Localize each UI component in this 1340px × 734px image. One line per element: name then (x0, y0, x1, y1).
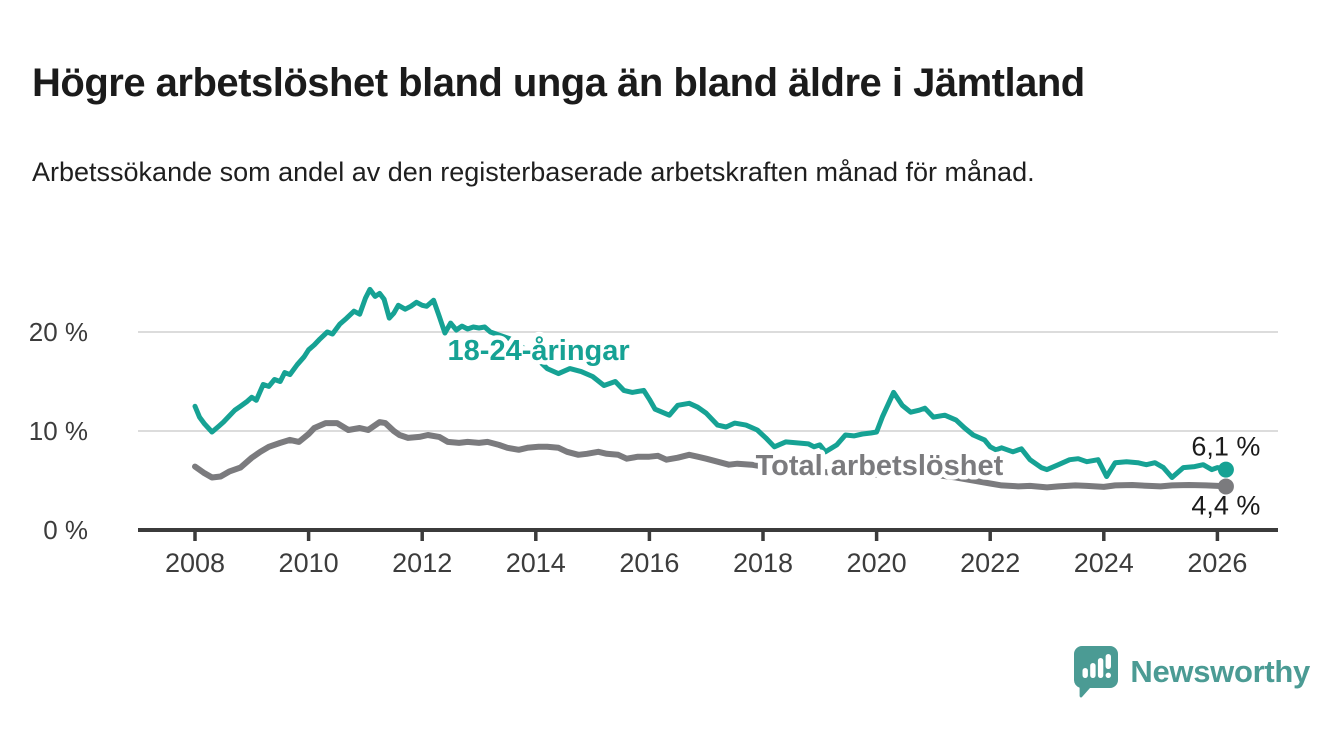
speech-bubble-shape (1074, 646, 1119, 698)
endpoint-dot-total-arbetslöshet (1217, 478, 1234, 495)
x-axis-label-2022: 2022 (960, 548, 1020, 578)
x-axis-label-2020: 2020 (847, 548, 907, 578)
x-axis-label-2018: 2018 (733, 548, 793, 578)
x-axis-label-2026: 2026 (1187, 548, 1247, 578)
bar-large (1098, 658, 1104, 678)
x-axis-label-2014: 2014 (506, 548, 566, 578)
y-axis-label-20: 20 % (29, 317, 88, 347)
x-axis-label-2008: 2008 (165, 548, 225, 578)
x-axis-label-2010: 2010 (279, 548, 339, 578)
x-axis-label-2012: 2012 (392, 548, 452, 578)
bar-small (1082, 668, 1089, 678)
bar-medium (1090, 663, 1096, 678)
x-axis-label-2024: 2024 (1074, 548, 1134, 578)
exclamation-dot (1105, 672, 1112, 678)
newsworthy-logo: Newsworthy (1074, 646, 1310, 698)
series-label-total-arbetslöshet: Total arbetslöshet (756, 450, 1004, 482)
chart-subtitle: Arbetssökande som andel av den registerb… (32, 157, 1035, 187)
y-axis-label-0: 0 % (43, 515, 88, 545)
exclamation-bar (1105, 654, 1112, 669)
newsworthy-wordmark: Newsworthy (1130, 654, 1310, 689)
end-value-label-total-arbetslöshet: 4,4 % (1191, 490, 1260, 520)
series-line-total-arbetslöshet (192, 419, 1229, 491)
y-axis-label-10: 10 % (29, 416, 88, 446)
x-axis-label-2016: 2016 (619, 548, 679, 578)
end-value-label-18-24-åringar: 6,1 % (1191, 432, 1260, 462)
newsworthy-bubble-chart-icon (1074, 646, 1119, 698)
chart-title: Högre arbetslöshet bland unga än bland ä… (32, 60, 1085, 105)
series-line-18-24-åringar (192, 286, 1229, 480)
endpoint-dot-18-24-åringar (1217, 461, 1234, 478)
series-label-18-24-åringar: 18-24-åringar (448, 335, 630, 367)
